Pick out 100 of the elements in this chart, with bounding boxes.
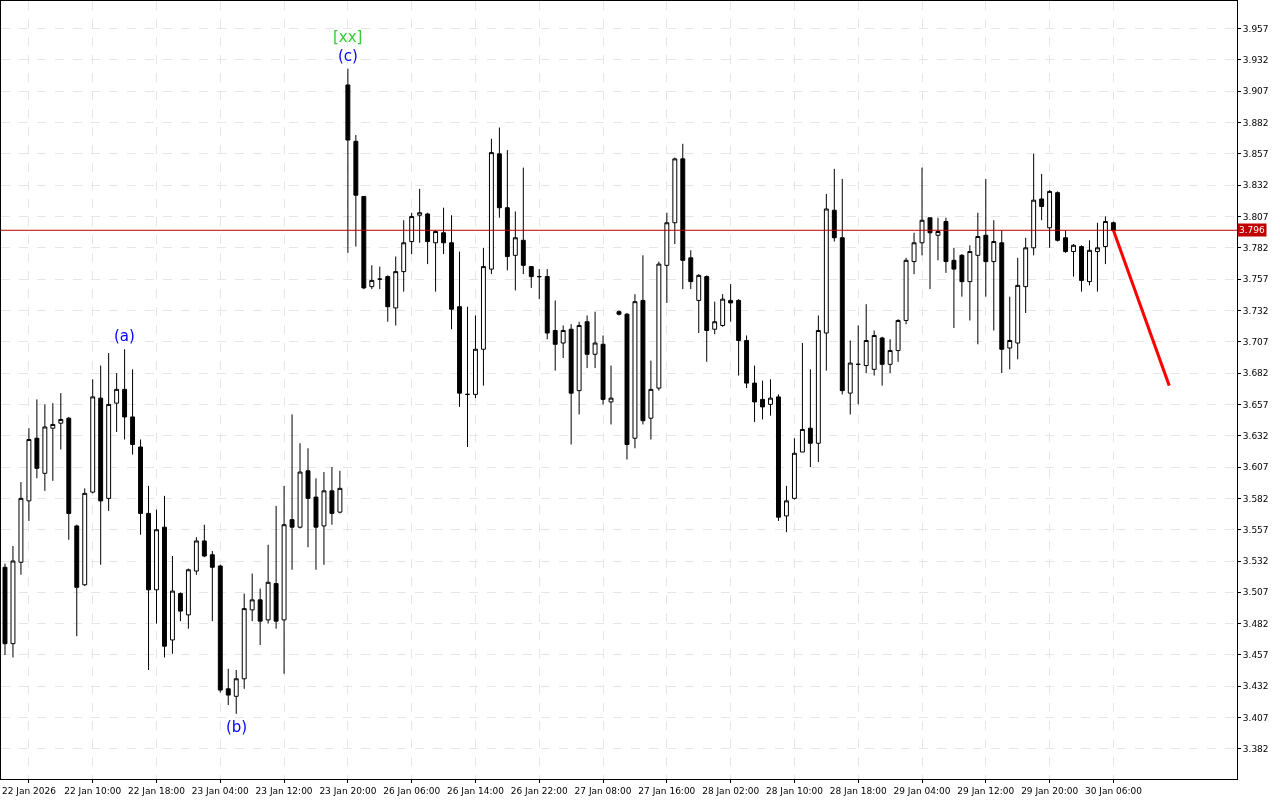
candlestick (289, 413, 295, 571)
y-tick-label: 3.907 (1242, 86, 1269, 97)
candlestick (18, 481, 24, 576)
candlestick (728, 283, 734, 323)
annotation: (b) (226, 718, 248, 736)
y-tick-label: 3.432 (1242, 681, 1269, 692)
candlestick (520, 167, 526, 275)
candlestick (807, 368, 813, 468)
candlestick (313, 477, 319, 571)
candlestick (943, 217, 949, 274)
candlestick (305, 447, 311, 548)
candlestick (130, 368, 136, 456)
candlestick (1102, 215, 1108, 265)
candlestick (959, 253, 965, 298)
candlestick (999, 229, 1005, 374)
candlestick (736, 298, 742, 377)
candlestick (385, 274, 391, 323)
candlestick (169, 555, 175, 655)
candlestick (1031, 153, 1037, 256)
candlestick (233, 669, 239, 715)
candlestick (664, 212, 670, 304)
annotation: (c) (338, 47, 358, 65)
candlestick (225, 668, 231, 706)
candlestick (935, 217, 941, 261)
candlestick (90, 378, 96, 494)
candlestick (193, 536, 199, 576)
candlestick (688, 249, 694, 290)
candlestick (393, 256, 399, 326)
candlestick (863, 303, 869, 374)
y-tick-label: 3.807 (1242, 211, 1269, 222)
y-tick-label: 3.882 (1242, 117, 1269, 128)
candlestick (744, 335, 750, 389)
candlestick (217, 564, 223, 694)
x-tick-label: 27 Jan 08:00 (574, 785, 632, 796)
candlestick (1110, 221, 1116, 233)
candlestick (465, 306, 470, 448)
candlestick (154, 509, 159, 625)
annotation: [xx] (333, 28, 363, 46)
candlestick (704, 274, 710, 363)
candlestick (10, 545, 16, 658)
candlestick (321, 471, 327, 566)
candlestick (911, 232, 917, 275)
x-tick-label: 29 Jan 20:00 (1021, 785, 1079, 796)
candlestick (640, 254, 646, 425)
x-tick-label: 29 Jan 12:00 (957, 785, 1015, 796)
x-tick-label: 23 Jan 12:00 (255, 785, 313, 796)
candlestick (82, 487, 88, 587)
candlestick (831, 168, 837, 243)
candlestick (760, 380, 765, 420)
candlestick (624, 312, 630, 461)
candlestick (1039, 173, 1045, 221)
candlestick (1079, 244, 1084, 293)
candlestick (281, 485, 287, 675)
candlestick (449, 214, 454, 330)
candlestick (791, 437, 797, 501)
candlestick (672, 157, 678, 245)
y-tick-label: 3.832 (1242, 180, 1269, 191)
candlestick (680, 143, 686, 290)
x-tick-label: 28 Jan 18:00 (829, 785, 887, 796)
candlestick (1015, 257, 1021, 360)
y-tick-label: 3.657 (1242, 399, 1269, 410)
candlestick (1087, 239, 1092, 286)
x-tick-label: 23 Jan 04:00 (191, 785, 250, 796)
y-tick-label: 3.582 (1242, 493, 1269, 504)
candlestick (273, 505, 279, 630)
candlestick (488, 138, 494, 275)
y-tick-label: 3.407 (1242, 712, 1269, 723)
y-tick-label: 3.757 (1242, 274, 1269, 285)
candlestick (34, 398, 40, 479)
candlestick (616, 309, 622, 316)
candlestick (975, 212, 981, 345)
candlestick (417, 188, 423, 244)
x-tick-label: 22 Jan 18:00 (128, 785, 186, 796)
x-tick-label: 28 Jan 10:00 (765, 785, 824, 796)
candlestick (823, 193, 829, 372)
candlestick (353, 134, 359, 248)
candlestick (720, 293, 726, 328)
candlestick (799, 342, 805, 453)
candlestick (1047, 189, 1053, 249)
x-tick-label: 22 Jan 2026 (1, 785, 57, 796)
y-tick-label: 3.782 (1242, 242, 1269, 253)
candlestick (552, 299, 558, 372)
candlestick (401, 219, 407, 293)
candlestick (815, 314, 821, 463)
x-tick-label: 30 Jan 06:00 (1084, 785, 1143, 796)
candlestick (114, 372, 120, 433)
candlestick (967, 244, 973, 321)
y-tick-label: 3.507 (1242, 587, 1269, 598)
y-tick-label: 3.557 (1242, 524, 1269, 535)
candlestick (457, 251, 462, 408)
y-tick-label: 3.607 (1242, 462, 1269, 473)
candlestick (879, 336, 885, 387)
candlestick (162, 495, 167, 658)
candlestick (991, 219, 997, 331)
annotation: (a) (114, 327, 135, 345)
candlestick (712, 301, 718, 335)
candlestick (329, 466, 335, 526)
y-tick-label: 3.932 (1242, 55, 1269, 66)
y-tick-label: 3.732 (1242, 305, 1269, 316)
candlestick (209, 550, 215, 622)
